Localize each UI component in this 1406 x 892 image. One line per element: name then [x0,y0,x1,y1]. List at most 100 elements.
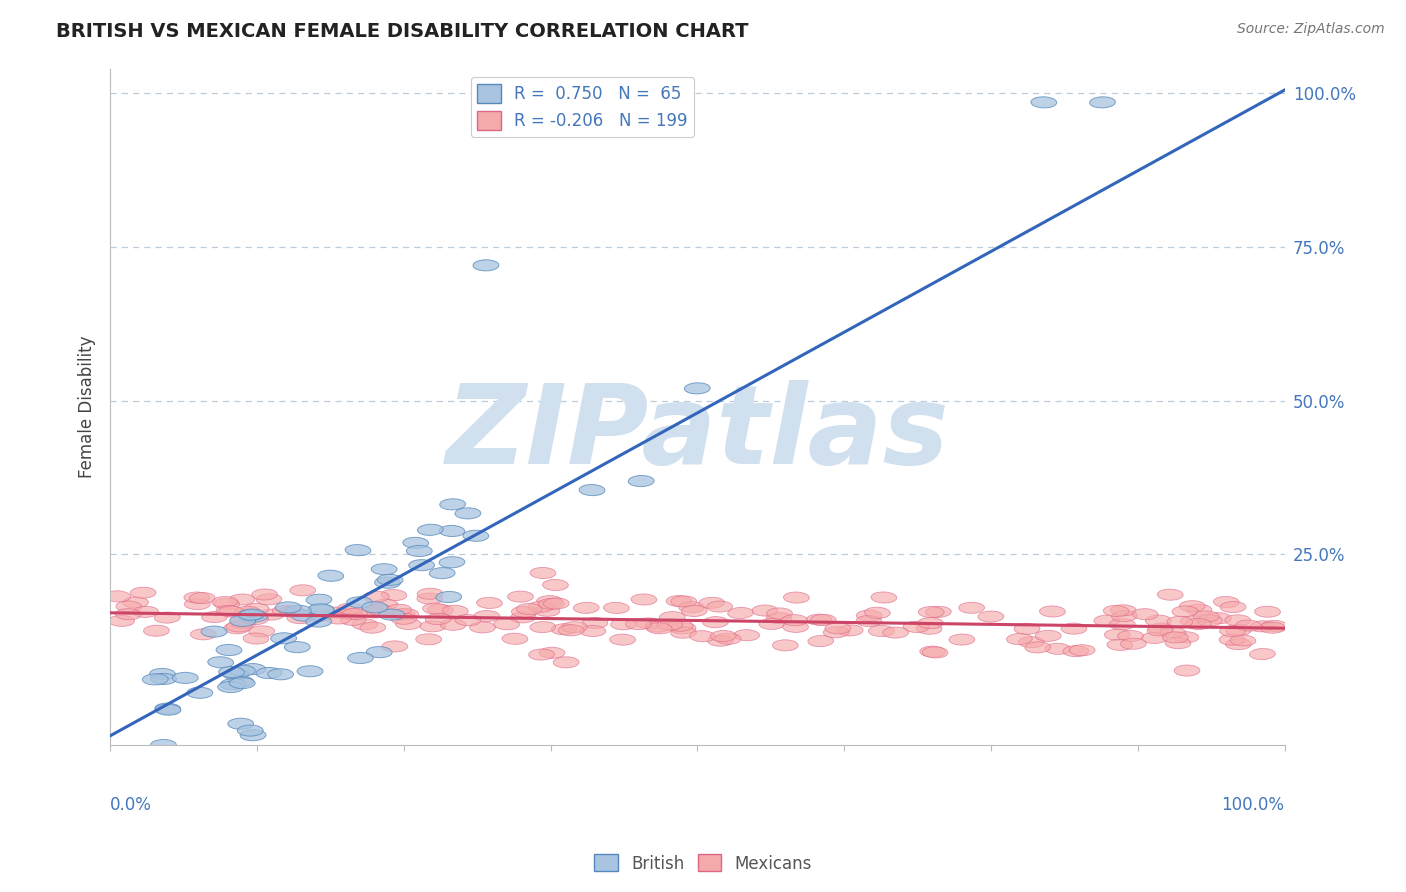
Ellipse shape [574,602,599,614]
Ellipse shape [456,508,481,519]
Ellipse shape [1197,615,1222,626]
Ellipse shape [806,614,832,625]
Ellipse shape [1250,621,1275,632]
Ellipse shape [271,632,297,644]
Ellipse shape [395,618,422,630]
Ellipse shape [1166,638,1191,648]
Ellipse shape [1180,600,1205,612]
Ellipse shape [425,614,451,624]
Ellipse shape [297,665,323,677]
Ellipse shape [631,594,657,605]
Ellipse shape [645,621,671,632]
Ellipse shape [427,605,453,615]
Ellipse shape [214,599,239,609]
Ellipse shape [1230,635,1256,646]
Ellipse shape [825,623,851,634]
Ellipse shape [922,647,948,658]
Ellipse shape [530,622,555,632]
Ellipse shape [367,604,392,615]
Ellipse shape [115,608,141,620]
Ellipse shape [440,619,467,631]
Ellipse shape [240,730,266,740]
Ellipse shape [685,383,710,394]
Ellipse shape [132,607,159,617]
Ellipse shape [1112,610,1137,622]
Ellipse shape [187,687,212,698]
Ellipse shape [1236,620,1261,632]
Ellipse shape [360,622,385,633]
Ellipse shape [1014,624,1040,634]
Ellipse shape [122,597,149,608]
Ellipse shape [221,679,246,690]
Ellipse shape [184,599,211,609]
Ellipse shape [1219,625,1246,637]
Ellipse shape [472,260,499,271]
Text: Source: ZipAtlas.com: Source: ZipAtlas.com [1237,22,1385,37]
Y-axis label: Female Disability: Female Disability [79,335,96,478]
Legend: British, Mexicans: British, Mexicans [588,847,818,880]
Ellipse shape [659,612,685,623]
Ellipse shape [671,627,696,638]
Ellipse shape [1109,619,1135,630]
Ellipse shape [1063,646,1088,657]
Ellipse shape [385,604,412,615]
Ellipse shape [628,475,654,487]
Ellipse shape [201,626,226,637]
Ellipse shape [347,652,374,664]
Ellipse shape [429,567,456,579]
Ellipse shape [603,602,630,614]
Ellipse shape [668,620,693,632]
Ellipse shape [949,634,974,645]
Ellipse shape [409,559,434,571]
Ellipse shape [325,613,352,624]
Ellipse shape [208,657,233,668]
Ellipse shape [1149,623,1174,634]
Ellipse shape [1213,597,1239,607]
Ellipse shape [682,606,707,616]
Text: 0.0%: 0.0% [110,796,152,814]
Ellipse shape [229,594,254,605]
Ellipse shape [838,625,863,636]
Ellipse shape [502,633,527,644]
Ellipse shape [1163,632,1188,643]
Ellipse shape [626,618,651,630]
Ellipse shape [190,629,217,640]
Ellipse shape [439,557,465,568]
Ellipse shape [716,633,741,644]
Ellipse shape [689,631,716,641]
Ellipse shape [671,623,696,634]
Ellipse shape [190,592,215,604]
Ellipse shape [1263,620,1288,632]
Ellipse shape [406,546,432,557]
Ellipse shape [636,618,662,629]
Ellipse shape [229,665,256,676]
Ellipse shape [666,596,692,607]
Ellipse shape [1226,639,1251,649]
Ellipse shape [1187,604,1212,615]
Ellipse shape [808,635,834,647]
Ellipse shape [759,618,785,630]
Ellipse shape [224,669,249,680]
Ellipse shape [150,673,177,684]
Ellipse shape [707,601,733,612]
Ellipse shape [418,524,443,535]
Ellipse shape [367,647,392,657]
Ellipse shape [243,603,269,615]
Ellipse shape [551,624,576,635]
Ellipse shape [1132,608,1159,620]
Ellipse shape [238,609,263,621]
Ellipse shape [865,607,890,618]
Ellipse shape [229,678,254,689]
Legend: R =  0.750   N =  65, R = -0.206   N = 199: R = 0.750 N = 65, R = -0.206 N = 199 [471,77,695,137]
Ellipse shape [456,615,481,625]
Ellipse shape [707,635,734,646]
Ellipse shape [239,609,264,620]
Ellipse shape [766,613,792,624]
Ellipse shape [240,664,266,674]
Ellipse shape [1035,631,1062,641]
Ellipse shape [337,608,363,619]
Ellipse shape [543,598,569,609]
Ellipse shape [579,484,605,496]
Ellipse shape [647,623,672,634]
Ellipse shape [291,610,318,621]
